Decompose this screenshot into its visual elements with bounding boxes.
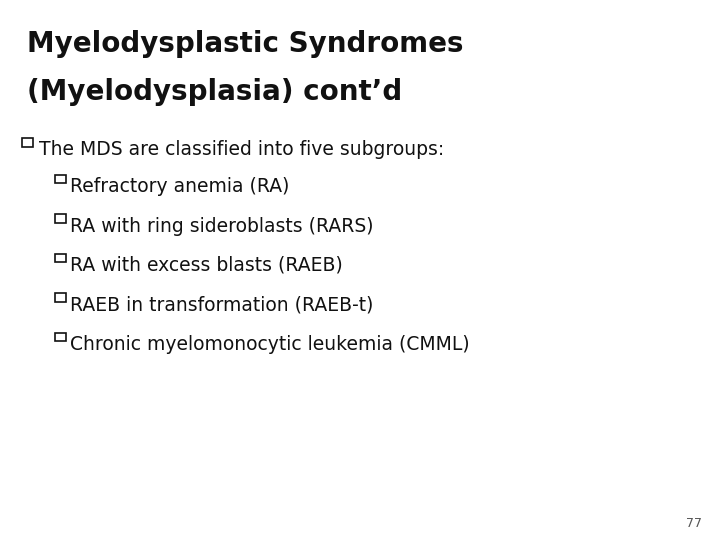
FancyBboxPatch shape xyxy=(55,333,66,341)
FancyBboxPatch shape xyxy=(55,293,66,302)
FancyBboxPatch shape xyxy=(55,175,66,184)
Text: RA with excess blasts (RAEB): RA with excess blasts (RAEB) xyxy=(70,256,343,275)
Text: (Myelodysplasia) cont’d: (Myelodysplasia) cont’d xyxy=(27,78,402,106)
Text: Myelodysplastic Syndromes: Myelodysplastic Syndromes xyxy=(27,30,464,58)
Text: Chronic myelomonocytic leukemia (CMML): Chronic myelomonocytic leukemia (CMML) xyxy=(70,335,469,354)
Text: 77: 77 xyxy=(686,517,702,530)
Text: RAEB in transformation (RAEB-t): RAEB in transformation (RAEB-t) xyxy=(70,295,373,314)
FancyBboxPatch shape xyxy=(22,138,33,147)
FancyBboxPatch shape xyxy=(55,214,66,223)
Text: RA with ring sideroblasts (RARS): RA with ring sideroblasts (RARS) xyxy=(70,217,374,235)
Text: Refractory anemia (RA): Refractory anemia (RA) xyxy=(70,177,289,196)
Text: The MDS are classified into five subgroups:: The MDS are classified into five subgrou… xyxy=(39,140,444,159)
FancyBboxPatch shape xyxy=(55,254,66,262)
